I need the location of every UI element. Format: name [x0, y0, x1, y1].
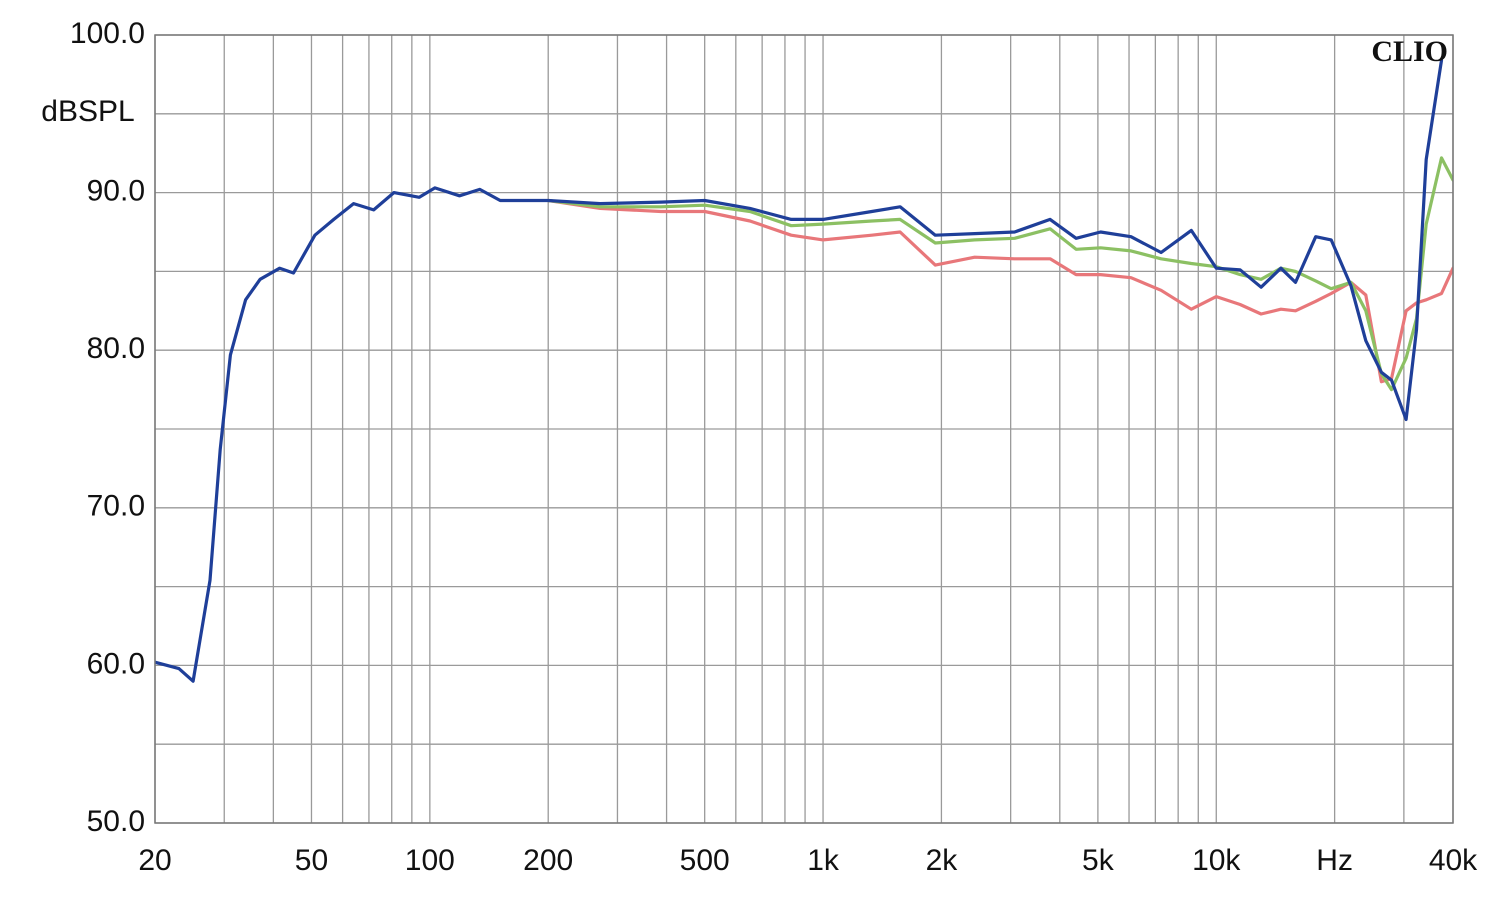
x-tick-label: 500 [680, 844, 730, 877]
plot-lines [155, 58, 1453, 683]
x-tick-label: 2k [926, 844, 959, 877]
x-tick-label: 200 [523, 844, 573, 877]
x-tick-label: 20 [138, 844, 171, 877]
x-tick-label: 10k [1192, 844, 1241, 877]
series-line [155, 58, 1444, 683]
y-tick-label: 90.0 [87, 175, 145, 208]
plot-frame [154, 34, 1454, 824]
x-tick-label: 50 [295, 844, 328, 877]
annotation: CLIO [1371, 35, 1448, 68]
x-tick-label: 100 [405, 844, 455, 877]
x-tick-label: 40k [1429, 844, 1478, 877]
y-tick-label: 50.0 [87, 805, 145, 838]
y-axis-label: dBSPL [41, 95, 134, 128]
y-tick-label: 80.0 [87, 332, 145, 365]
x-tick-label: 1k [807, 844, 840, 877]
y-tick-label: 70.0 [87, 490, 145, 523]
x-tick-label: 5k [1082, 844, 1115, 877]
series-line [546, 156, 1453, 392]
y-tick-label: 60.0 [87, 647, 145, 680]
y-tick-label: 100.0 [70, 17, 145, 50]
x-tick-label: Hz [1316, 844, 1353, 877]
